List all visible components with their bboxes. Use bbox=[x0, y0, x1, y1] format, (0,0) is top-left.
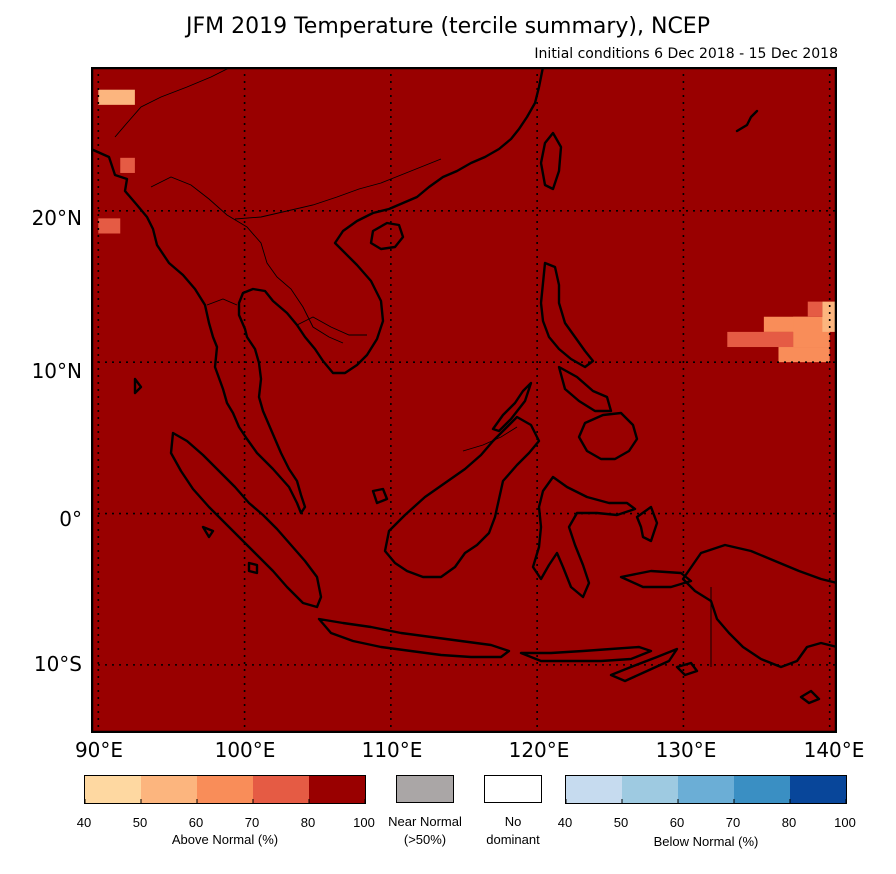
lat-label-10n: 10°N bbox=[31, 359, 82, 383]
coastline-timor bbox=[609, 647, 679, 683]
above-normal-colorbar bbox=[84, 775, 366, 804]
map-title: JFM 2019 Temperature (tercile summary), … bbox=[186, 14, 710, 39]
coastline-sulawesi bbox=[531, 475, 637, 599]
anomaly-cell bbox=[120, 157, 135, 173]
anomaly-cell bbox=[727, 331, 794, 348]
below-colorbar-frame bbox=[565, 775, 847, 804]
coastline-newguinea bbox=[681, 543, 837, 669]
coastline-taiwan bbox=[539, 131, 563, 191]
coastline-hainan bbox=[369, 221, 405, 251]
lon-label-100e: 100°E bbox=[214, 738, 276, 762]
coastline-seram bbox=[619, 569, 693, 589]
lon-label-140e: 140°E bbox=[803, 738, 865, 762]
coastline-sumatra bbox=[169, 431, 323, 609]
below-colorbar-segment bbox=[734, 776, 790, 803]
near-normal-line1: Near Normal bbox=[388, 814, 462, 829]
coastline-sunda bbox=[519, 645, 653, 663]
map-frame bbox=[91, 67, 837, 733]
above-colorbar-segment bbox=[141, 776, 197, 803]
gridlines bbox=[91, 67, 837, 733]
above-tick: 40 bbox=[76, 815, 92, 830]
anomaly-cell bbox=[98, 89, 135, 105]
anomaly-cell bbox=[822, 301, 837, 332]
above-tick: 70 bbox=[244, 815, 260, 830]
below-tick: 40 bbox=[557, 815, 573, 830]
below-colorbar-segment bbox=[566, 776, 622, 803]
below-normal-colorbar bbox=[565, 775, 847, 804]
below-tick: 100 bbox=[834, 815, 856, 830]
coastline-palawan bbox=[491, 381, 533, 433]
above-tick: 60 bbox=[188, 815, 204, 830]
above-colorbar-segment bbox=[85, 776, 141, 803]
lon-label-130e: 130°E bbox=[655, 738, 717, 762]
below-tick: 60 bbox=[669, 815, 685, 830]
above-colorbar-segment bbox=[309, 776, 365, 803]
coastline-luzon bbox=[539, 261, 595, 369]
anomaly-cell bbox=[807, 301, 823, 317]
no-dominant-line1: No bbox=[504, 814, 522, 829]
lon-label-110e: 110°E bbox=[361, 738, 423, 762]
above-normal-caption: Above Normal (%) bbox=[171, 832, 279, 847]
below-tick: 50 bbox=[613, 815, 629, 830]
coastline-mindanao bbox=[577, 411, 639, 461]
near-normal-line2: (>50%) bbox=[403, 832, 447, 847]
lon-label-120e: 120°E bbox=[508, 738, 570, 762]
coastline-java bbox=[317, 617, 511, 659]
anomaly-cell bbox=[778, 347, 830, 363]
coastline-mainland bbox=[91, 67, 545, 515]
above-tick: 50 bbox=[132, 815, 148, 830]
lat-label-20n: 20°N bbox=[31, 206, 82, 230]
lat-label-0: 0° bbox=[59, 507, 82, 531]
above-tick: 80 bbox=[300, 815, 316, 830]
coastline-halmahera bbox=[635, 505, 659, 543]
above-tick: 100 bbox=[353, 815, 375, 830]
forecast-map bbox=[91, 67, 837, 733]
above-colorbar-frame bbox=[84, 775, 366, 804]
country-borders bbox=[114, 67, 712, 667]
above-colorbar-segment bbox=[197, 776, 253, 803]
coastline-islands bbox=[133, 109, 821, 705]
legend-above-normal: 40 50 60 70 80 100 Above Normal (%) bbox=[77, 775, 375, 855]
map-subtitle: Initial conditions 6 Dec 2018 - 15 Dec 2… bbox=[534, 46, 838, 62]
no-dominant-caption: No dominant bbox=[458, 813, 568, 849]
lat-label-10s: 10°S bbox=[33, 652, 82, 676]
coastlines bbox=[91, 67, 837, 705]
below-normal-caption: Below Normal (%) bbox=[653, 834, 759, 849]
near-normal-swatch bbox=[396, 775, 454, 803]
coastline-visayas bbox=[557, 365, 613, 413]
below-colorbar-segment bbox=[678, 776, 734, 803]
near-normal-caption: Near Normal (>50%) bbox=[370, 813, 480, 849]
no-dominant-line2: dominant bbox=[486, 832, 540, 847]
coastline-borneo bbox=[383, 415, 541, 579]
above-colorbar-segment bbox=[253, 776, 309, 803]
no-dominant-swatch bbox=[484, 775, 542, 803]
map-background bbox=[91, 67, 837, 733]
anomaly-cells bbox=[98, 89, 837, 363]
legend-below-normal: 40 50 60 70 80 100 Below Normal (%) bbox=[558, 775, 856, 855]
below-tick: 80 bbox=[781, 815, 797, 830]
anomaly-cell bbox=[98, 218, 121, 234]
below-tick: 70 bbox=[725, 815, 741, 830]
below-colorbar-segment bbox=[622, 776, 678, 803]
below-colorbar-segment bbox=[790, 776, 846, 803]
lon-label-90e: 90°E bbox=[74, 738, 124, 762]
